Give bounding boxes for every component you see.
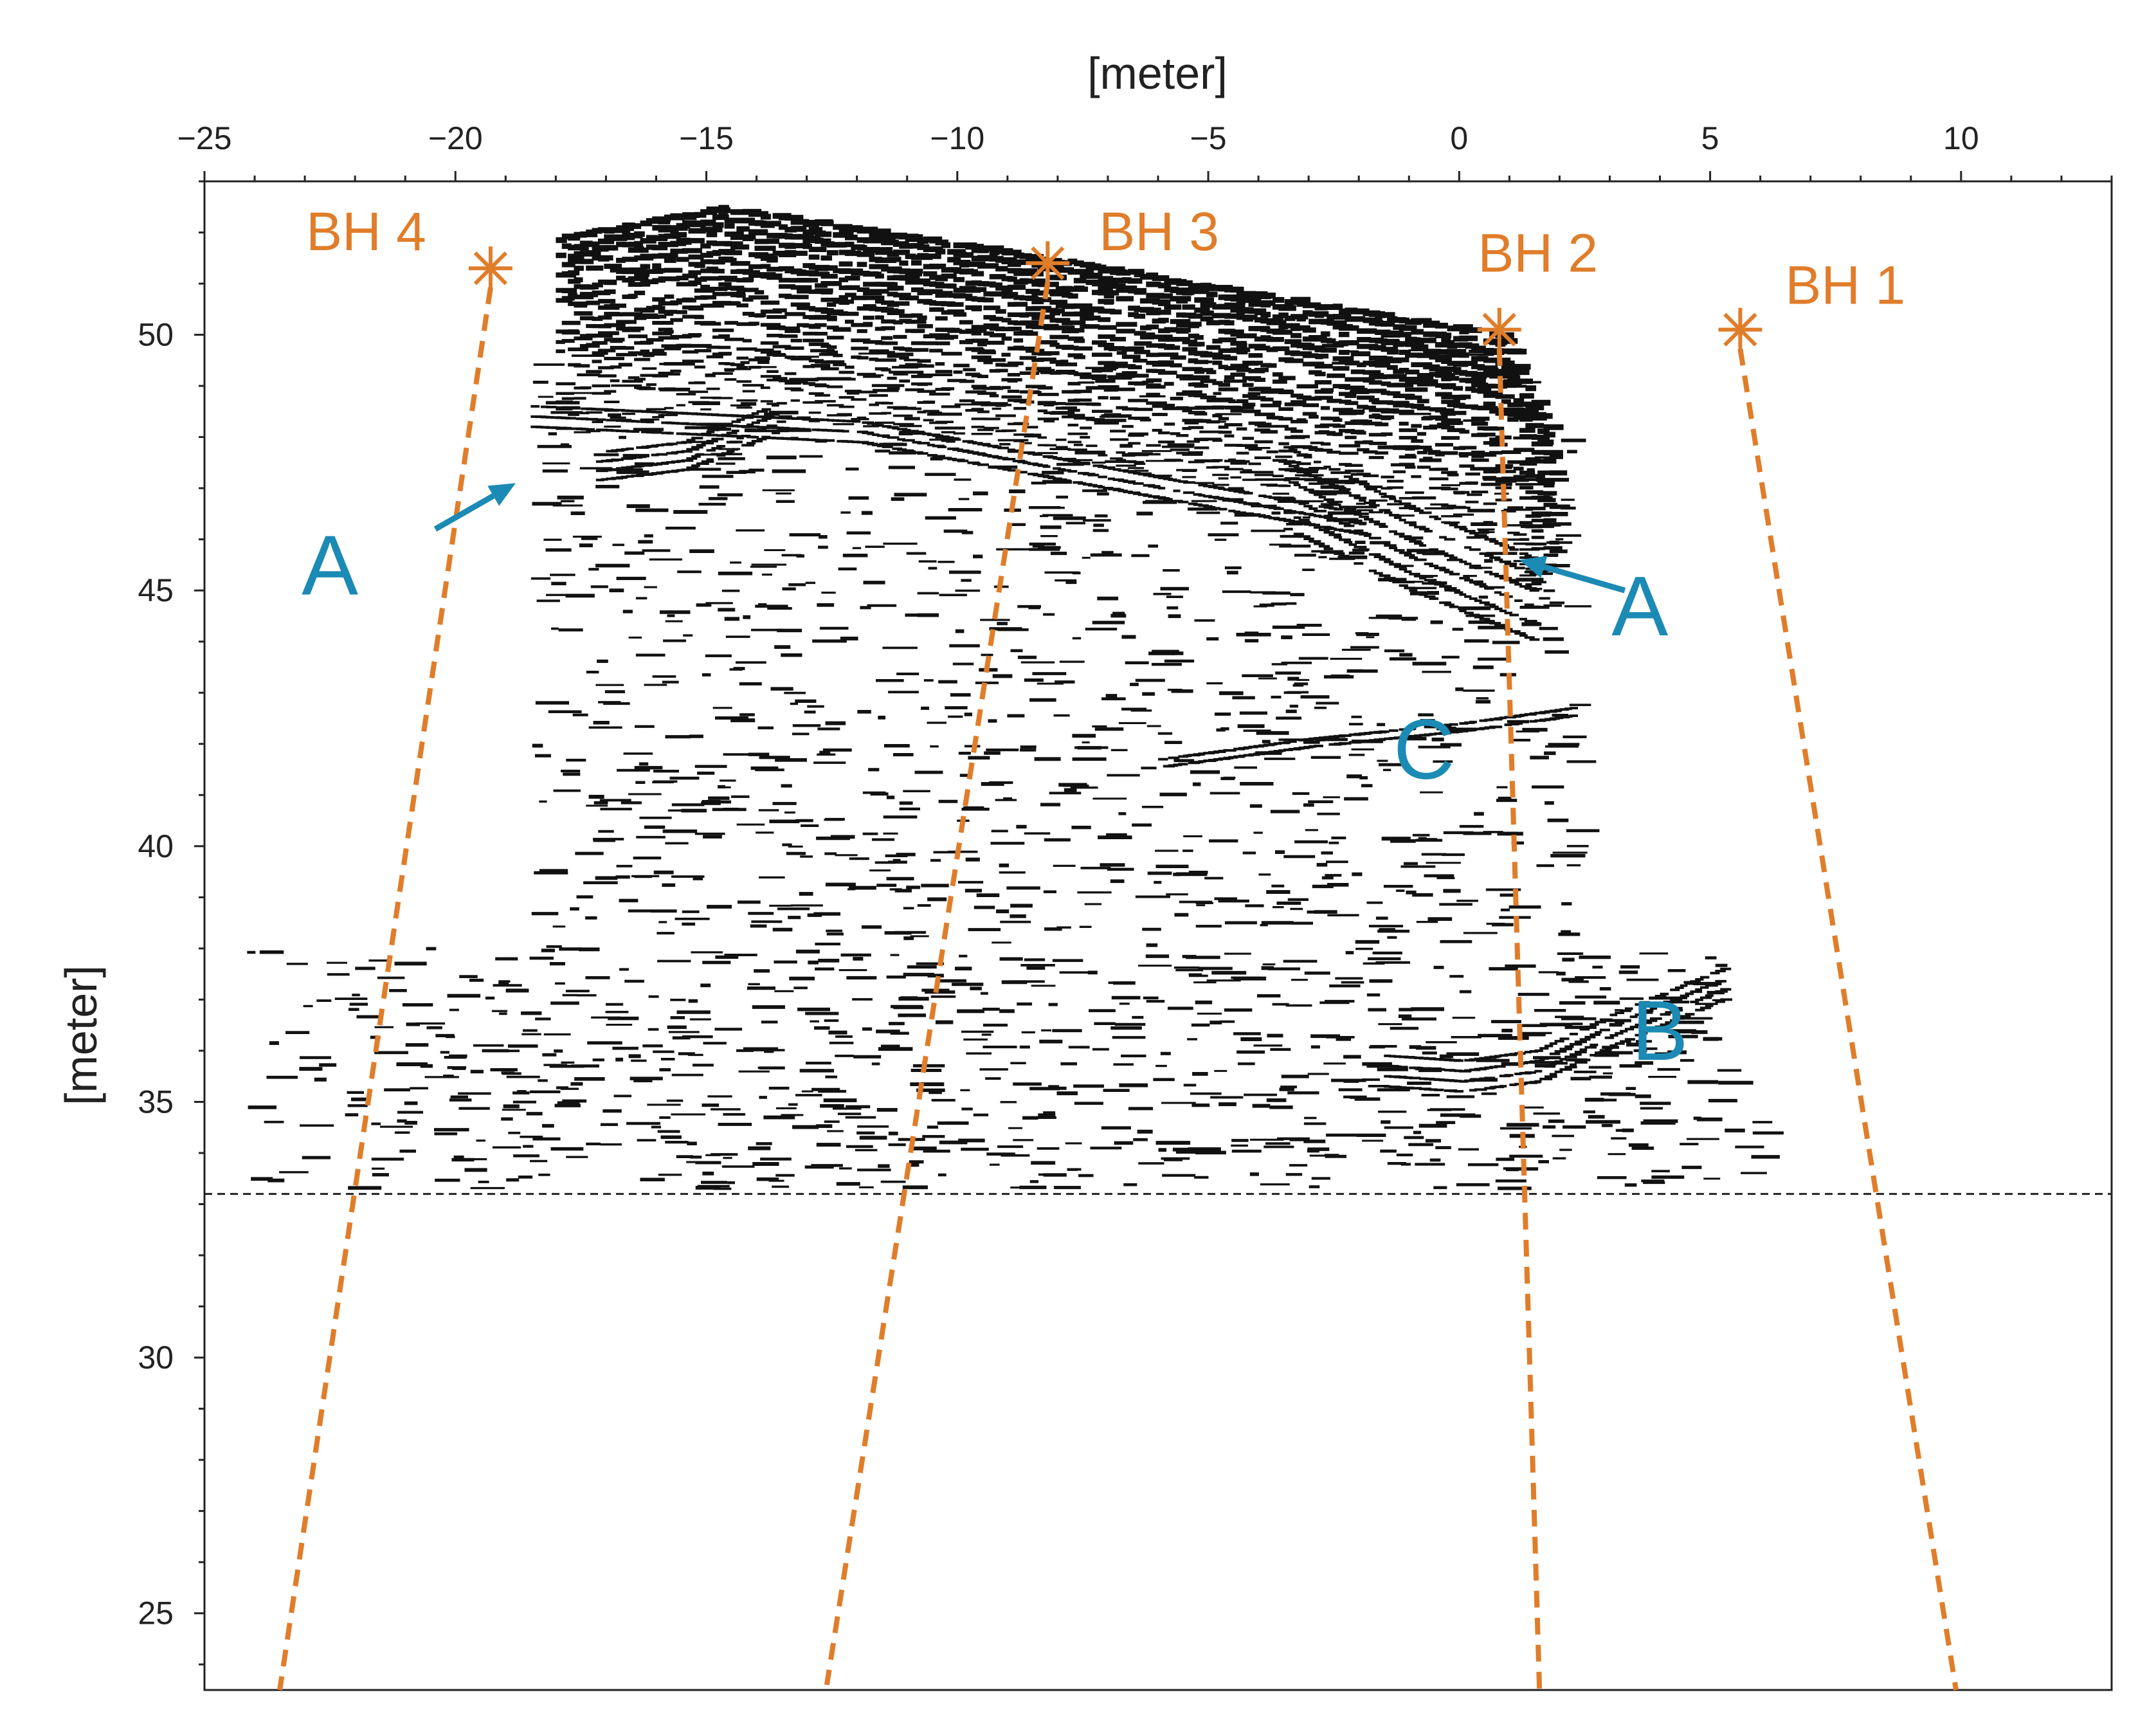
reflection-scatter bbox=[247, 204, 1784, 1190]
